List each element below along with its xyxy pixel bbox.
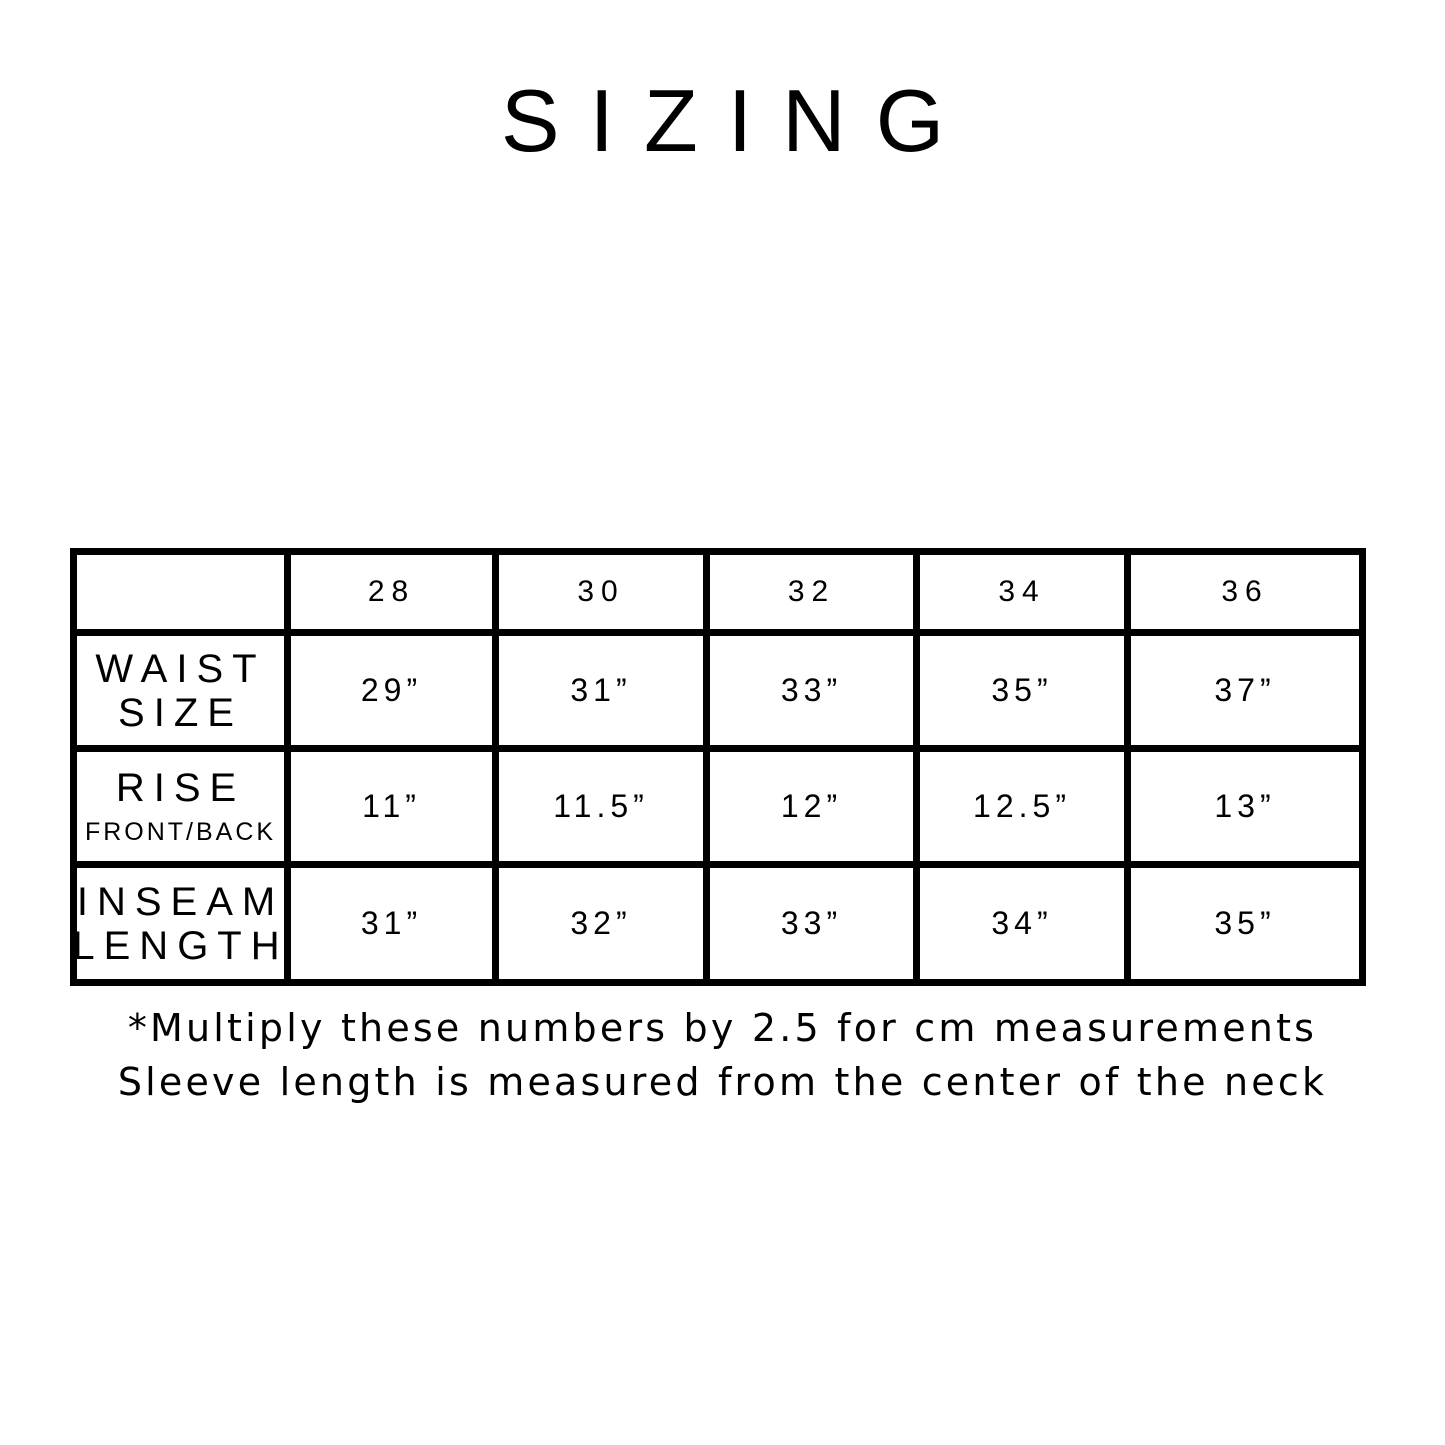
size-header: 34 [998,575,1046,608]
table-cell: 33” [710,868,913,979]
header-cell: 28 [291,555,492,629]
row-label: WAIST [95,646,266,691]
measurement-value: 35” [1214,905,1276,941]
measurement-value: 31” [360,905,423,941]
sizing-table: 28 30 32 34 36 WAIST SIZE 29” 31” 33” 35” 37” RISE FR… [70,548,1366,986]
measurement-value: 31” [570,672,632,708]
table-cell: 31” [291,868,492,979]
table-cell: 29” [291,636,492,745]
measurement-value: 33” [780,905,843,941]
table-cell: 12.5” [920,752,1124,861]
table-cell: 12” [710,752,913,861]
header-cell: 30 [499,555,703,629]
row-label-cell: RISE FRONT/BACK [77,752,284,861]
row-sublabel: FRONT/BACK [84,818,277,846]
measurement-value: 32” [570,905,632,941]
measurement-value: 11.5” [553,788,649,824]
cm-note: *Multiply these numbers by 2.5 for cm me… [127,1006,1318,1050]
table-cell: 32” [499,868,703,979]
row-label-line2: SIZE [118,690,243,735]
table-cell: 11” [291,752,492,861]
table-cell: 34” [920,868,1124,979]
table-cell: 13” [1131,752,1359,861]
table-cell: 35” [920,636,1124,745]
row-label-cell: WAIST SIZE [77,636,284,745]
page-title: SIZING [500,71,975,170]
row-label-cell: INSEAM LENGTH [72,868,285,979]
row-label: RISE [115,766,246,810]
measurement-value: 13” [1214,788,1276,824]
table-cell: 33” [710,636,913,745]
measurement-value: 37” [1214,672,1276,708]
table-cell: 37” [1131,636,1359,745]
size-header: 28 [367,575,416,608]
row-label: INSEAM [76,879,285,924]
sleeve-note: Sleeve length is measured from the cente… [117,1060,1328,1104]
header-cell [77,555,284,629]
measurement-value: 12.5” [973,788,1071,824]
size-header: 30 [577,575,625,608]
table-cell: 31” [499,636,703,745]
measurement-value: 29” [360,672,423,708]
table-cell: 11.5” [499,752,703,861]
header-cell: 32 [710,555,913,629]
measurement-value: 11” [362,788,421,824]
row-label-line2: LENGTH [72,923,289,968]
measurement-value: 33” [780,672,843,708]
measurement-value: 12” [780,788,843,824]
size-header: 32 [787,575,836,608]
header-cell: 36 [1131,555,1359,629]
size-header: 36 [1221,575,1269,608]
table-cell: 35” [1131,868,1359,979]
header-cell: 34 [920,555,1124,629]
measurement-value: 35” [991,672,1053,708]
measurement-value: 34” [991,905,1053,941]
